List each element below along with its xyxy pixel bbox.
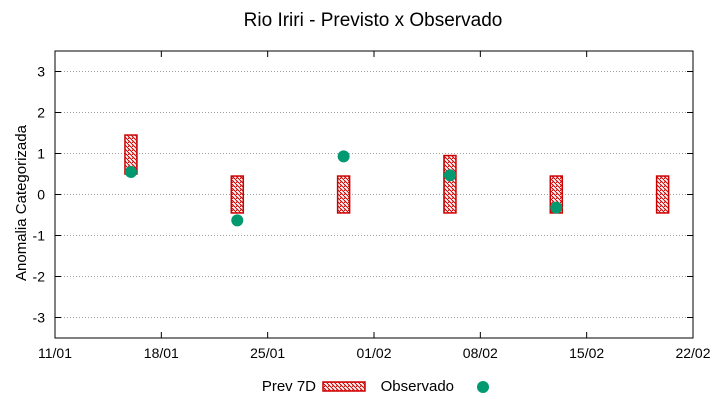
forecast-range-box bbox=[655, 175, 670, 214]
y-tick-label: 0 bbox=[37, 187, 45, 203]
forecast-range-box bbox=[230, 175, 245, 214]
chart-title: Rio Iriri - Previsto x Observado bbox=[244, 10, 503, 31]
observed-point bbox=[124, 165, 137, 178]
legend-marker-observado bbox=[477, 381, 489, 393]
y-tick-label: 2 bbox=[37, 105, 45, 121]
forecast-range-box bbox=[443, 154, 457, 214]
tick-labels: 3 2 1 0 -1 -2 -3 11/01 18/01 25/01 01/02 08/02 15/02… bbox=[33, 64, 711, 362]
axis-ticks bbox=[54, 51, 694, 338]
x-tick-label: 22/02 bbox=[675, 345, 710, 361]
y-tick-label: 3 bbox=[37, 64, 45, 80]
x-tick-label: 25/01 bbox=[250, 345, 285, 361]
legend: Prev 7D Observado bbox=[262, 378, 489, 395]
x-tick-label: 11/01 bbox=[38, 345, 72, 361]
x-tick-label: 08/02 bbox=[463, 345, 498, 361]
y-axis-label: Anomalia Categorizada bbox=[13, 124, 30, 281]
y-tick-label: -1 bbox=[33, 228, 46, 244]
observed-point bbox=[231, 214, 244, 227]
x-tick-label: 15/02 bbox=[569, 345, 604, 361]
grid-lines bbox=[55, 71, 693, 318]
plot-frame bbox=[54, 50, 694, 339]
forecast-range-box bbox=[336, 175, 351, 214]
observed-point bbox=[550, 201, 563, 214]
y-tick-label: 1 bbox=[37, 146, 45, 162]
observed-point bbox=[443, 169, 456, 182]
y-tick-label: -2 bbox=[33, 269, 46, 285]
x-tick-label: 18/01 bbox=[144, 345, 179, 361]
series-marks bbox=[124, 134, 670, 227]
legend-label-prev7d: Prev 7D bbox=[262, 378, 316, 395]
legend-swatch-prev7d bbox=[322, 381, 366, 392]
legend-label-observado: Observado bbox=[381, 378, 454, 395]
x-tick-label: 01/02 bbox=[356, 345, 391, 361]
y-tick-label: -3 bbox=[33, 310, 46, 326]
observed-point bbox=[337, 150, 350, 163]
